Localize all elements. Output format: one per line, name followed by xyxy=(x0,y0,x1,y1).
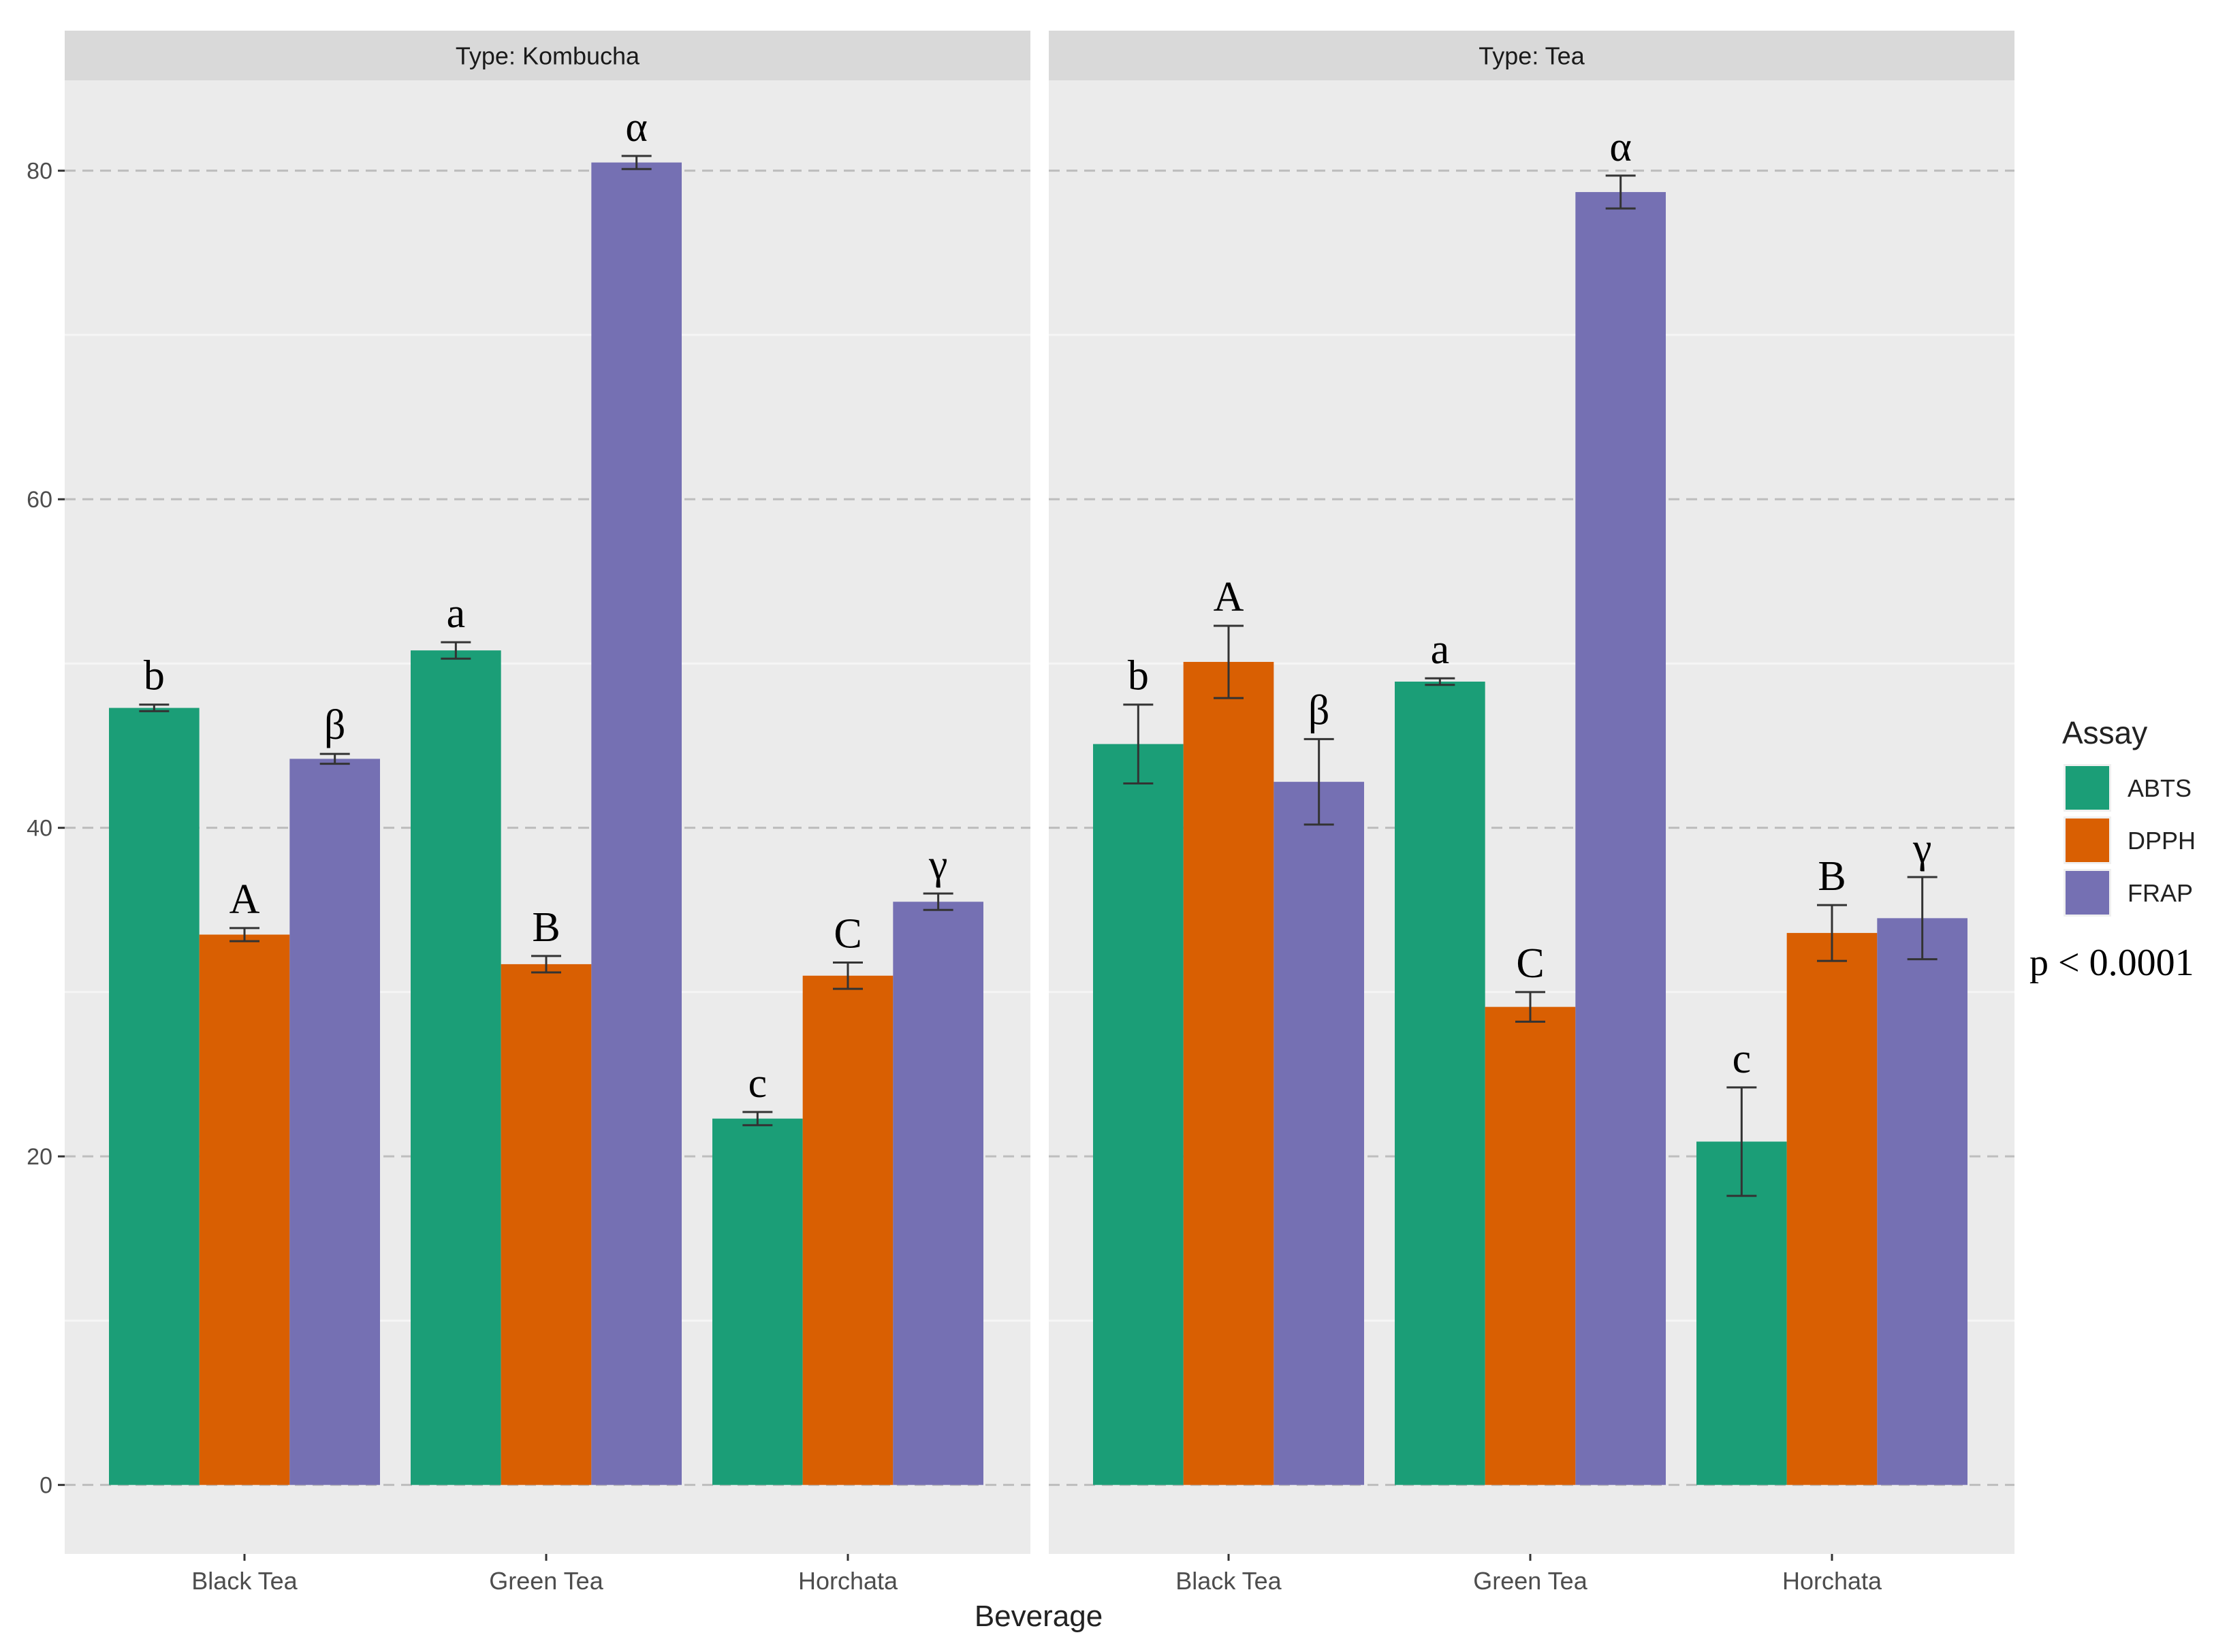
legend-label-dpph: DPPH xyxy=(2128,827,2196,855)
x-tick-label: Green Tea xyxy=(1473,1567,1587,1595)
bar-abts xyxy=(712,1118,803,1485)
significance-letter: c xyxy=(1733,1036,1752,1082)
significance-letter: β xyxy=(324,702,346,748)
legend: Assay ABTS DPPH FRAP xyxy=(2062,715,2196,917)
x-tick-label: Black Tea xyxy=(191,1567,298,1595)
legend-key-frap xyxy=(2066,871,2109,915)
facet-strip-label: Type: Tea xyxy=(1479,42,1585,70)
significance-letter: C xyxy=(834,911,861,957)
legend-label-abts: ABTS xyxy=(2128,774,2192,802)
bar-frap xyxy=(1575,192,1666,1485)
significance-letter: α xyxy=(1609,124,1631,170)
y-axis: 0 20 40 60 80 xyxy=(27,159,65,1499)
facet-strip xyxy=(1049,31,2014,80)
significance-letter: α xyxy=(625,104,647,150)
bar-frap xyxy=(1877,918,1967,1485)
significance-letter: B xyxy=(1818,853,1846,900)
bar-dpph xyxy=(199,934,290,1485)
significance-letter: a xyxy=(1431,626,1450,673)
legend-key-dpph xyxy=(2066,819,2109,862)
bar-dpph xyxy=(1485,1006,1576,1485)
significance-letter: β xyxy=(1308,687,1330,733)
bar-abts xyxy=(109,708,200,1485)
bar-dpph xyxy=(501,964,592,1485)
bar-dpph xyxy=(1786,933,1878,1485)
y-tick-label: 0 xyxy=(39,1473,52,1499)
x-tick-label: Horchata xyxy=(1782,1567,1882,1595)
significance-letter: b xyxy=(144,653,165,699)
bar-frap xyxy=(591,162,682,1485)
x-tick-label: Horchata xyxy=(798,1567,898,1595)
bar-dpph xyxy=(1183,662,1274,1485)
significance-letter: B xyxy=(532,904,560,951)
significance-letter: a xyxy=(447,590,466,637)
bar-frap xyxy=(1274,782,1364,1485)
y-tick-label: 80 xyxy=(27,159,52,185)
bar-abts xyxy=(1696,1141,1787,1485)
significance-letter: b xyxy=(1128,653,1149,699)
legend-key-abts xyxy=(2066,766,2109,810)
x-axis-label: Beverage xyxy=(975,1600,1103,1633)
y-tick-label: 40 xyxy=(27,816,52,842)
y-tick-label: 60 xyxy=(27,487,52,513)
legend-label-frap: FRAP xyxy=(2128,879,2193,907)
significance-letter: γ xyxy=(928,842,947,888)
x-tick-label: Black Tea xyxy=(1175,1567,1282,1595)
bar-frap xyxy=(893,902,983,1485)
significance-letter: γ xyxy=(1912,825,1931,872)
significance-letter: A xyxy=(230,876,260,923)
significance-letter: c xyxy=(748,1060,768,1107)
bar-abts xyxy=(411,650,501,1485)
bar-abts xyxy=(1093,744,1184,1485)
panels: Type: Kombucha b a c A B Cβ α γ Black Tea Green Te… xyxy=(65,31,2014,1595)
y-tick-label: 20 xyxy=(27,1144,52,1170)
significance-letter: C xyxy=(1516,940,1544,987)
bar-dpph xyxy=(802,975,894,1485)
facet-strip-label: Type: Kombucha xyxy=(456,42,640,70)
facet-strip xyxy=(65,31,1030,80)
legend-title: Assay xyxy=(2062,715,2147,750)
bar-abts xyxy=(1395,681,1485,1485)
bar-frap xyxy=(289,759,380,1485)
x-tick-label: Green Tea xyxy=(489,1567,603,1595)
significance-letter: A xyxy=(1214,574,1244,620)
facet-panel-2: Type: Tea b a c A C Bβ α γ Black Tea Green Tea Horc… xyxy=(1049,31,2014,1595)
p-value-annotation: p < 0.0001 xyxy=(2029,942,2194,984)
facet-panel-1: Type: Kombucha b a c A B Cβ α γ Black Tea Green Te… xyxy=(65,31,1030,1595)
